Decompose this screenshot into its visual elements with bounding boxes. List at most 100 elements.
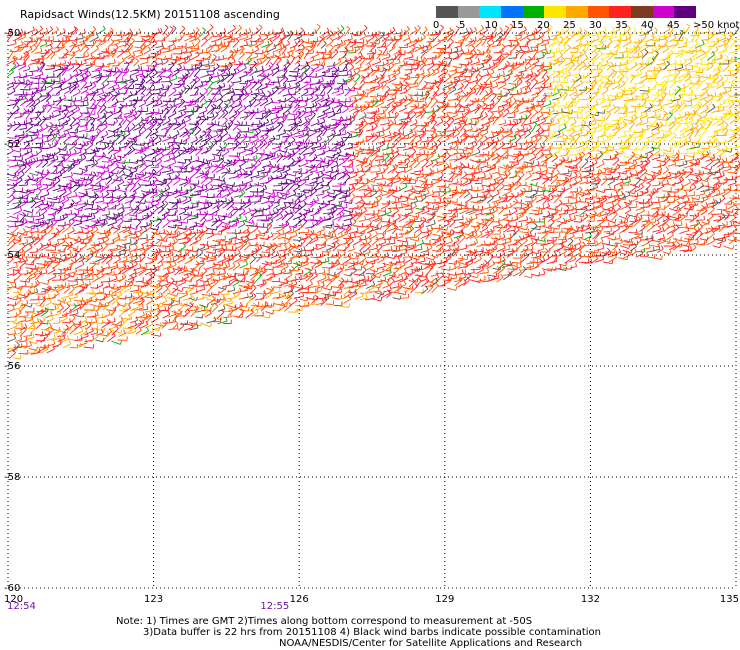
wind-barb [381, 208, 392, 217]
wind-barb [127, 32, 134, 42]
wind-barb [320, 40, 327, 49]
wind-barb [506, 192, 515, 203]
wind-barb [519, 187, 527, 197]
wind-barb [396, 50, 406, 55]
wind-barb [701, 74, 709, 83]
wind-barb [56, 39, 62, 49]
wind-barb [308, 67, 315, 77]
wind-barb [394, 159, 403, 167]
wind-barb [608, 51, 615, 61]
wind-barb [545, 142, 553, 151]
wind-barb [497, 93, 503, 103]
wind-barb [342, 168, 349, 179]
wind-barb [432, 38, 441, 48]
wind-barb [106, 160, 114, 168]
wind-barb [267, 32, 277, 41]
wind-barb [468, 226, 477, 235]
wind-barb [47, 127, 54, 139]
wind-barb [40, 190, 50, 198]
wind-barb [144, 198, 154, 203]
wind-barb [8, 222, 16, 228]
wind-barb [189, 247, 199, 253]
wind-barb [260, 47, 268, 55]
wind-barb [614, 144, 623, 151]
wind-barb [364, 98, 375, 104]
wind-barb [524, 37, 531, 47]
wind-barb [569, 44, 579, 50]
wind-barb [508, 107, 519, 115]
wind-barb [256, 166, 266, 173]
wind-barb [722, 54, 729, 64]
wind-barb [449, 46, 459, 55]
wind-barb [315, 35, 325, 43]
wind-barb [106, 68, 113, 77]
wind-barb [535, 204, 545, 210]
wind-barb [232, 38, 240, 48]
wind-barb [34, 199, 44, 209]
wind-barb [608, 50, 618, 56]
wind-barb [386, 239, 396, 245]
wind-barb [443, 48, 452, 54]
wind-barb [36, 32, 45, 41]
wind-barb [23, 91, 34, 96]
wind-barb [619, 238, 631, 244]
wind-barb [112, 35, 123, 42]
wind-barb [338, 66, 348, 73]
wind-barb [689, 148, 700, 154]
wind-barb [78, 133, 88, 138]
wind-barb [514, 49, 520, 60]
wind-barb [700, 74, 711, 79]
wind-barb [458, 133, 468, 144]
wind-barb [316, 157, 324, 167]
wind-barb [669, 88, 677, 96]
wind-barb [353, 45, 361, 54]
wind-barb [690, 143, 700, 149]
wind-barb [547, 38, 556, 48]
wind-barb [78, 190, 88, 196]
wind-barb [277, 122, 284, 132]
wind-barb [150, 108, 160, 114]
wind-barb [529, 27, 538, 36]
wind-barb [628, 228, 638, 234]
wind-barb [129, 68, 140, 77]
wind-barb [314, 23, 321, 34]
wind-barb [293, 236, 302, 242]
wind-barb [288, 180, 296, 191]
wind-barb [398, 229, 408, 235]
wind-barb [238, 70, 248, 79]
wind-barb [332, 27, 340, 36]
wind-barb [189, 35, 197, 43]
wind-barb [88, 26, 97, 36]
wind-barb [287, 177, 297, 182]
wind-barb [695, 40, 705, 49]
wind-barb [718, 194, 726, 205]
wind-barb [656, 194, 665, 199]
wind-barb [256, 215, 268, 221]
wind-barb [597, 41, 605, 53]
wind-barb [162, 249, 172, 257]
wind-barb [409, 111, 417, 120]
wind-barb [465, 169, 476, 175]
wind-barb [315, 189, 325, 197]
wind-barb [50, 50, 56, 60]
wind-barb [133, 226, 143, 234]
wind-barb [518, 66, 527, 73]
wind-barb [36, 242, 44, 252]
wind-barb [320, 56, 327, 66]
wind-barb [271, 82, 281, 90]
wind-barb [446, 32, 454, 42]
wind-barb [542, 175, 550, 185]
wind-barb [536, 237, 546, 242]
wind-barb [712, 157, 721, 167]
wind-barb [651, 36, 658, 47]
wind-barb [365, 67, 374, 78]
wind-barb [317, 216, 326, 223]
wind-barb [733, 100, 740, 109]
wind-barb [28, 128, 38, 134]
wind-barb [536, 85, 544, 95]
wind-barb [74, 196, 82, 205]
wind-barb [99, 104, 107, 114]
wind-barb [551, 77, 561, 83]
wind-barb [231, 49, 238, 60]
wind-barb [520, 244, 529, 253]
